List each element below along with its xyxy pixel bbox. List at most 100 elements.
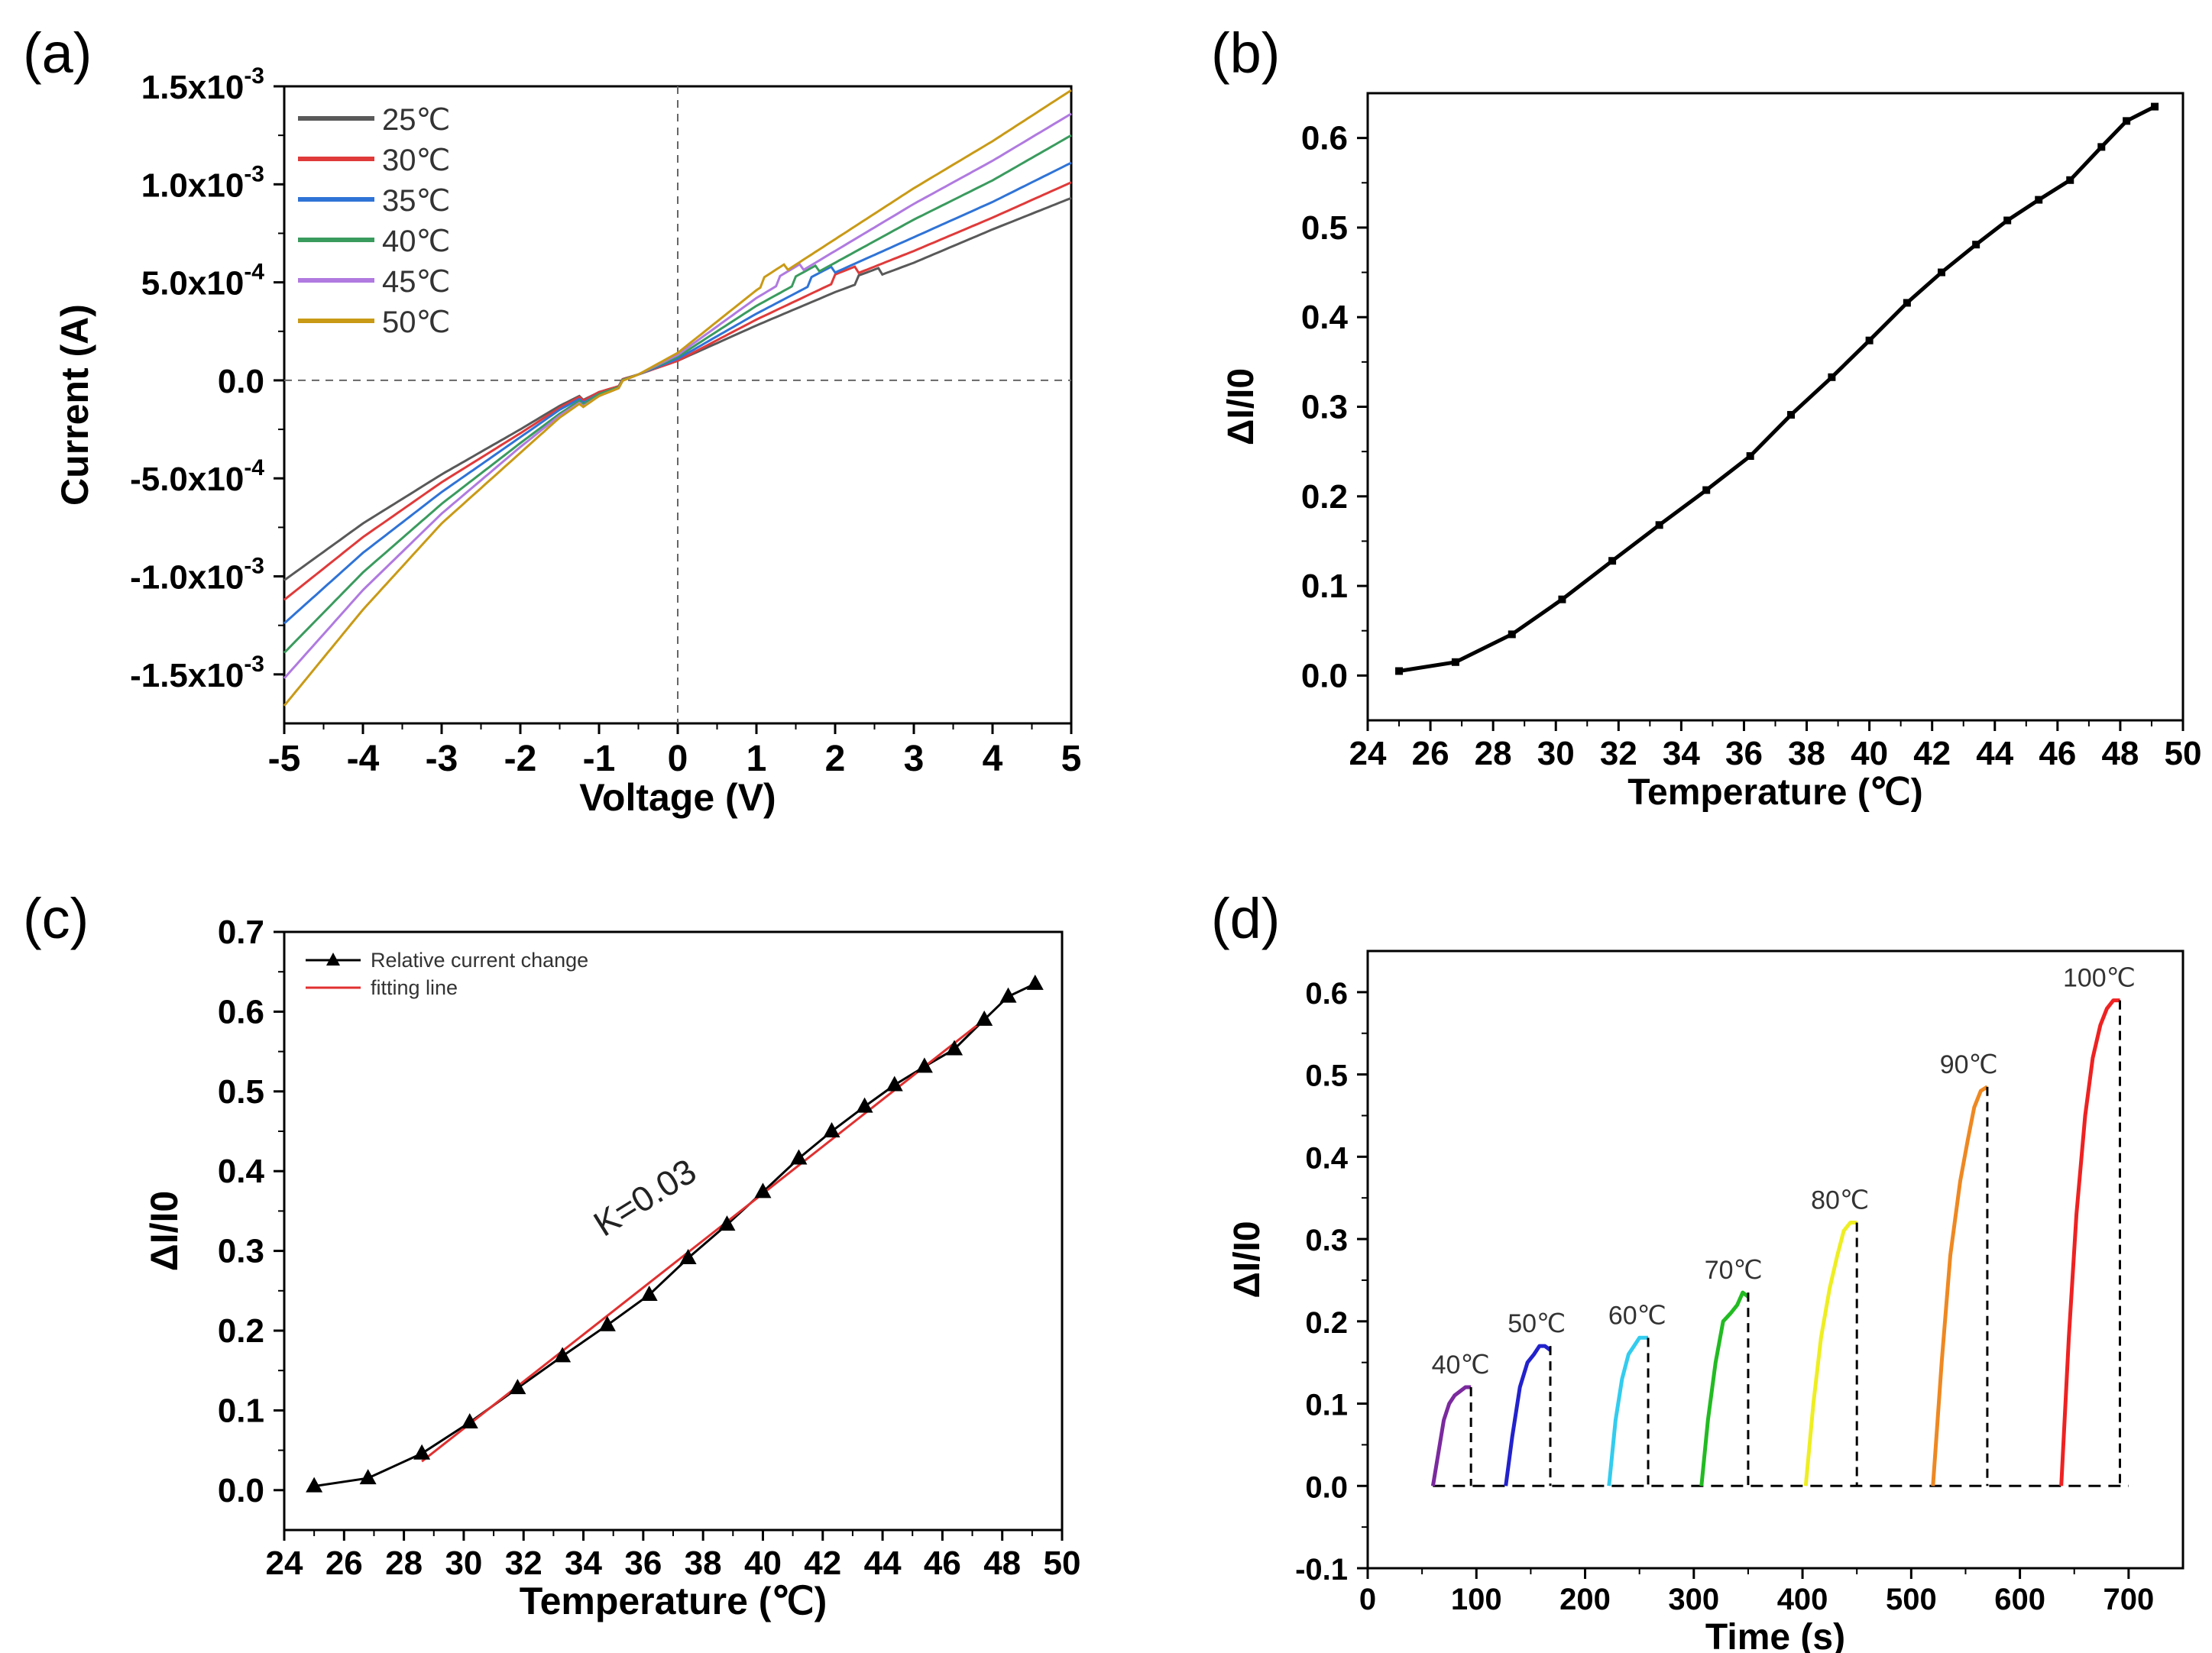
panel-label: (b) xyxy=(1211,21,1280,85)
x-tick-label: 30 xyxy=(1537,735,1575,772)
y-tick-label: 0.3 xyxy=(1305,1224,1348,1257)
data-point xyxy=(1972,241,1980,249)
data-point xyxy=(2151,102,2159,111)
y-axis-label: ΔI/I0 xyxy=(1227,1221,1268,1298)
panel-b: (b) 24 26 28 30 32 34 36 38 40 42 44 46 48 50 0.0 0.1 0.2… xyxy=(1211,21,2201,813)
data-point-triangle xyxy=(823,1122,840,1137)
x-tick-label: -5 xyxy=(268,739,301,779)
data-point-triangle xyxy=(1026,974,1044,990)
response-curve-100℃ xyxy=(2059,998,2120,1486)
y-tick-label: 0.1 xyxy=(1301,568,1348,605)
y-tick-mantissa: 1.5x10 xyxy=(141,69,245,106)
y-tick-exponent: -3 xyxy=(244,161,264,186)
y-tick-exponent: -3 xyxy=(244,63,264,89)
y-tick-label: 0.4 xyxy=(218,1153,265,1190)
data-point-triangle xyxy=(598,1315,616,1331)
response-curve-70℃ xyxy=(1699,1290,1750,1486)
response-curve-80℃ xyxy=(1803,1221,1857,1486)
x-tick-label: 700 xyxy=(2103,1583,2154,1616)
x-tick-label: 4 xyxy=(983,739,1003,779)
data-point xyxy=(1702,486,1711,494)
x-tick-label: 24 xyxy=(266,1545,303,1582)
x-tick-label: 200 xyxy=(1559,1583,1611,1616)
x-axis-label: Time (s) xyxy=(1705,1617,1845,1653)
y-tick-label: 0.0 xyxy=(1301,657,1348,694)
legend-marker-triangle xyxy=(326,953,340,966)
data-point-triangle xyxy=(413,1444,431,1460)
plot-frame xyxy=(283,930,1064,1532)
x-tick-label: 0 xyxy=(1359,1583,1376,1616)
data-point-triangle xyxy=(856,1097,873,1113)
temperature-label: 50℃ xyxy=(1508,1309,1566,1338)
series-line-50℃ xyxy=(283,89,1072,707)
data-point-triangle xyxy=(679,1248,697,1264)
response-curve-90℃ xyxy=(1931,1085,1989,1486)
legend-label: 25℃ xyxy=(382,103,450,137)
x-tick-label: -3 xyxy=(426,739,458,779)
x-tick-label: 40 xyxy=(1851,735,1888,772)
data-point xyxy=(2123,117,2131,125)
x-tick-label: 32 xyxy=(1600,735,1637,772)
x-tick-label: 1 xyxy=(747,739,767,779)
x-tick-label: 600 xyxy=(1994,1583,2045,1616)
y-axis-label: ΔI/I0 xyxy=(143,1191,186,1271)
x-tick-label: 36 xyxy=(624,1545,662,1582)
panel-label: (d) xyxy=(1211,887,1280,950)
y-tick-mantissa: -5.0x10 xyxy=(130,461,244,498)
response-curve-60℃ xyxy=(1607,1335,1648,1486)
data-point-triangle xyxy=(915,1057,933,1073)
data-point-triangle xyxy=(461,1413,478,1429)
x-axis-label: Temperature (℃) xyxy=(1627,772,1922,813)
series-line-relative-current xyxy=(313,982,1036,1488)
data-point-triangle xyxy=(754,1182,772,1199)
y-tick-label: -0.1 xyxy=(1295,1553,1348,1587)
data-point-triangle xyxy=(790,1149,808,1165)
temperature-label: 80℃ xyxy=(1811,1186,1869,1215)
y-tick-label: 0.3 xyxy=(218,1233,264,1270)
y-tick-label: 0.6 xyxy=(1305,977,1348,1011)
y-tick-label: 5.0x10-4 xyxy=(141,260,265,302)
data-point xyxy=(1787,411,1796,419)
y-tick-mantissa: 1.0x10 xyxy=(141,167,245,204)
x-tick-label: 42 xyxy=(1913,735,1951,772)
x-tick-label: 40 xyxy=(744,1545,782,1582)
series-line-30℃ xyxy=(283,181,1072,601)
panel-d: (d) 0 100 200 300 400 500 600 700 -0.1 0.0 0.1 0.2 0.… xyxy=(1211,887,2184,1653)
data-point-triangle xyxy=(946,1040,963,1056)
x-tick-label: -4 xyxy=(347,739,380,779)
series-line xyxy=(1398,105,2156,673)
y-tick-label: -1.0x10-3 xyxy=(130,554,264,597)
data-point xyxy=(1938,268,1946,277)
response-curve-40℃ xyxy=(1430,1385,1472,1486)
response-curve-50℃ xyxy=(1504,1344,1552,1486)
x-tick-label: 38 xyxy=(685,1545,722,1582)
y-tick-label: 0.7 xyxy=(218,914,264,951)
y-tick-mantissa: -1.5x10 xyxy=(130,657,244,694)
data-point xyxy=(2035,196,2043,204)
x-tick-label: 34 xyxy=(565,1545,602,1582)
legend-label: Relative current change xyxy=(371,949,588,972)
data-point-triangle xyxy=(640,1286,658,1302)
temperature-label: 40℃ xyxy=(1432,1351,1490,1380)
slope-annotation: K=0.03 xyxy=(587,1150,703,1244)
data-point-triangle xyxy=(886,1076,903,1092)
x-tick-label: 36 xyxy=(1725,735,1763,772)
y-tick-label: 0.0 xyxy=(218,363,264,400)
temperature-label: 90℃ xyxy=(1940,1050,1998,1079)
y-axis-label: Current (A) xyxy=(53,304,96,506)
data-point xyxy=(1746,452,1754,461)
data-point-triangle xyxy=(718,1215,736,1231)
x-tick-label: 500 xyxy=(1886,1583,1937,1616)
x-tick-label: 2 xyxy=(825,739,846,779)
y-tick-label: 0.5 xyxy=(218,1073,264,1111)
x-tick-label: 30 xyxy=(445,1545,482,1582)
x-tick-label: 400 xyxy=(1777,1583,1828,1616)
legend-label: 35℃ xyxy=(382,184,450,218)
y-tick-label: 0.4 xyxy=(1301,299,1349,336)
y-tick-label: 0.6 xyxy=(1301,120,1348,157)
data-point xyxy=(1395,667,1404,675)
x-tick-label: 44 xyxy=(1976,735,2013,772)
temperature-label: 70℃ xyxy=(1705,1256,1763,1285)
panel-label: (a) xyxy=(23,21,92,85)
data-point-triangle xyxy=(306,1477,323,1493)
